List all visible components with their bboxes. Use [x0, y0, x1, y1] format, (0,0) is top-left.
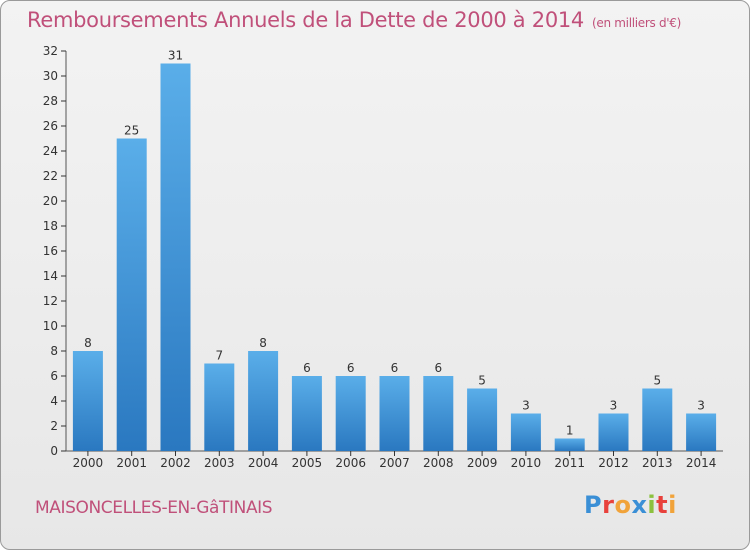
- bar-value-label: 5: [478, 374, 486, 388]
- x-tick-label: 2008: [423, 456, 454, 470]
- bar-value-label: 7: [215, 349, 223, 363]
- y-tick-label: 28: [43, 94, 58, 108]
- y-tick-label: 32: [43, 44, 58, 58]
- y-tick-label: 26: [43, 119, 58, 133]
- chart-title: Remboursements Annuels de la Dette de 20…: [27, 8, 681, 32]
- bar-value-label: 5: [653, 374, 661, 388]
- bar-value-label: 3: [610, 399, 618, 413]
- y-tick-label: 30: [43, 69, 58, 83]
- y-tick-label: 14: [43, 269, 58, 283]
- bar-value-label: 6: [347, 361, 355, 375]
- logo-letter: x: [631, 491, 648, 519]
- y-tick-label: 0: [50, 444, 58, 458]
- bar: [291, 376, 322, 451]
- y-tick-label: 18: [43, 219, 58, 233]
- logo-letter: t: [656, 491, 669, 519]
- bar: [72, 351, 103, 451]
- bar: [642, 388, 673, 451]
- bar: [467, 388, 498, 451]
- bar-value-label: 25: [124, 124, 139, 138]
- bar-value-label: 6: [303, 361, 311, 375]
- bar-value-label: 8: [259, 336, 267, 350]
- y-tick-label: 16: [43, 244, 58, 258]
- y-tick-label: 4: [50, 394, 58, 408]
- x-tick-label: 2007: [379, 456, 410, 470]
- bar-value-label: 1: [566, 424, 574, 438]
- bar: [248, 351, 279, 451]
- x-tick-label: 2014: [686, 456, 717, 470]
- y-tick-label: 12: [43, 294, 58, 308]
- x-tick-label: 2003: [204, 456, 235, 470]
- y-tick-label: 2: [50, 419, 58, 433]
- x-tick-label: 2000: [73, 456, 104, 470]
- bar-value-label: 31: [168, 49, 183, 63]
- logo-letter: i: [668, 491, 677, 519]
- x-tick-label: 2012: [598, 456, 629, 470]
- bar: [423, 376, 454, 451]
- bar: [335, 376, 366, 451]
- y-tick-label: 22: [43, 169, 58, 183]
- y-tick-label: 10: [43, 319, 58, 333]
- logo-letter: P: [584, 491, 603, 519]
- chart-unit: (en milliers d'€): [592, 16, 682, 30]
- proxiti-logo[interactable]: Proxiti: [584, 491, 677, 519]
- bar: [116, 138, 147, 451]
- logo-letter: i: [647, 491, 657, 519]
- x-tick-label: 2011: [554, 456, 585, 470]
- bar-value-label: 6: [434, 361, 442, 375]
- logo-letter: o: [614, 491, 632, 519]
- y-tick-label: 6: [50, 369, 58, 383]
- bar: [686, 413, 717, 451]
- x-tick-label: 2005: [292, 456, 323, 470]
- bar: [204, 363, 235, 451]
- bar: [510, 413, 541, 451]
- bar: [379, 376, 410, 451]
- logo-letter: r: [602, 491, 615, 519]
- y-tick-label: 24: [43, 144, 58, 158]
- x-tick-label: 2004: [248, 456, 279, 470]
- commune-name: MAISONCELLES-EN-GâTINAIS: [35, 498, 273, 518]
- bar-value-label: 6: [391, 361, 399, 375]
- bar: [160, 63, 191, 451]
- x-tick-label: 2013: [642, 456, 673, 470]
- bar: [598, 413, 629, 451]
- x-tick-label: 2006: [335, 456, 366, 470]
- bar-value-label: 3: [522, 399, 530, 413]
- bar-value-label: 8: [84, 336, 92, 350]
- bar-value-label: 3: [697, 399, 705, 413]
- x-tick-label: 2002: [160, 456, 191, 470]
- x-tick-label: 2009: [467, 456, 498, 470]
- y-tick-label: 20: [43, 194, 58, 208]
- x-tick-label: 2010: [511, 456, 542, 470]
- x-tick-label: 2001: [116, 456, 147, 470]
- y-tick-label: 8: [50, 344, 58, 358]
- chart-title-text: Remboursements Annuels de la Dette de 20…: [27, 8, 584, 32]
- bar: [554, 438, 585, 451]
